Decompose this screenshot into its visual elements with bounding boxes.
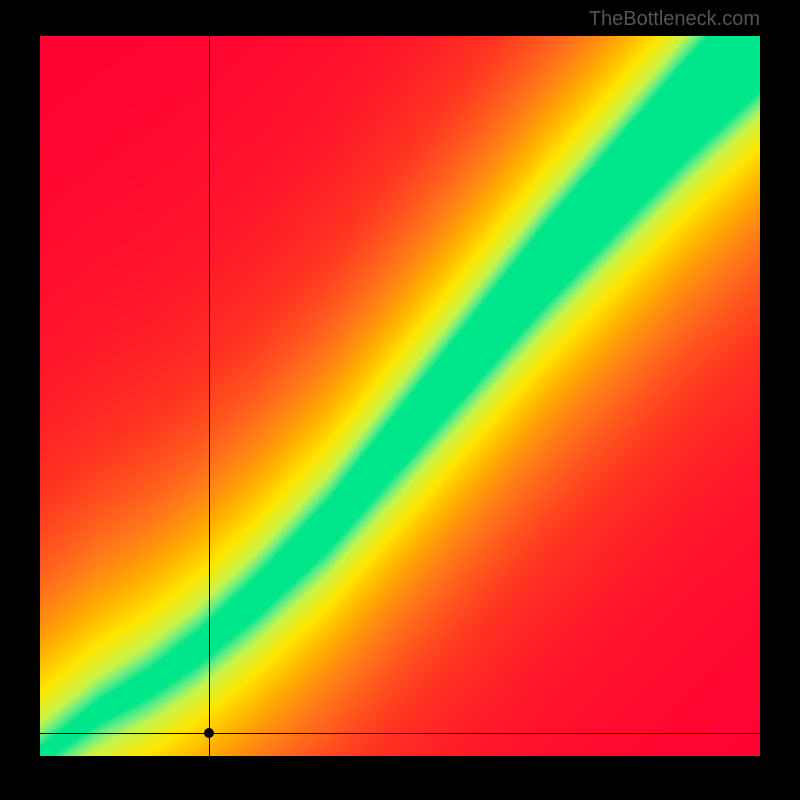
- crosshair-horizontal: [40, 733, 760, 734]
- attribution-text: TheBottleneck.com: [589, 8, 760, 31]
- crosshair-vertical: [209, 36, 210, 756]
- bottleneck-heatmap: [40, 36, 760, 756]
- crosshair-marker: [204, 728, 214, 738]
